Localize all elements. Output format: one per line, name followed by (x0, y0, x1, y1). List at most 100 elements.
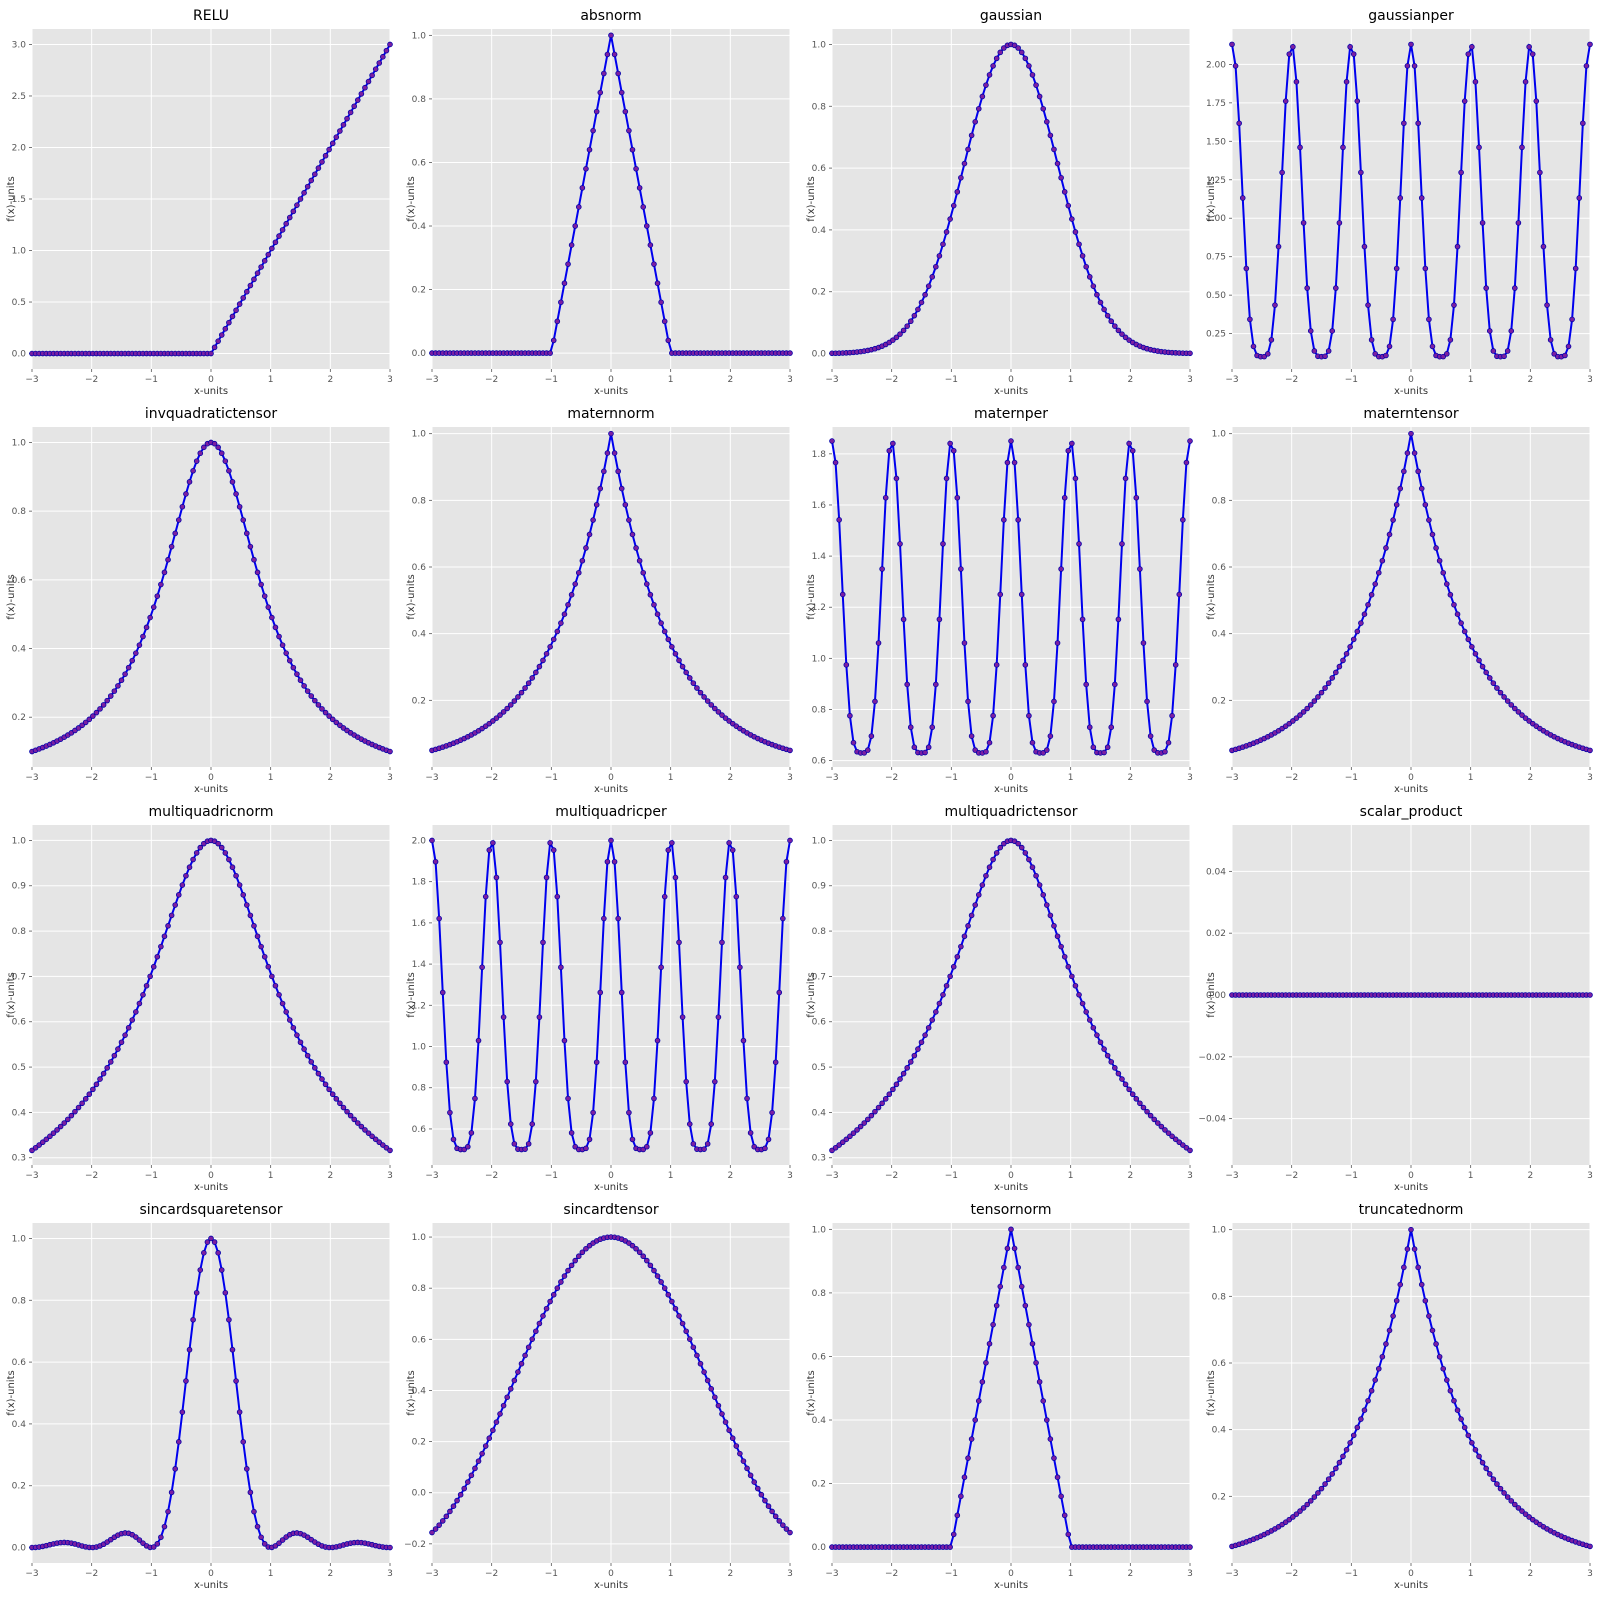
data-point (372, 1136, 379, 1143)
data-point (679, 663, 686, 670)
data-point (68, 1112, 75, 1119)
data-point (1051, 1455, 1057, 1461)
data-point (968, 1436, 975, 1442)
data-point (997, 591, 1004, 598)
data-point (1304, 1501, 1310, 1508)
data-point (640, 1253, 647, 1260)
data-point (1094, 291, 1100, 298)
data-point (922, 749, 928, 756)
x-axis-label: x-units (194, 784, 228, 795)
data-point (1044, 119, 1050, 125)
data-point (129, 657, 136, 664)
y-axis-label: f(x)-units (1206, 1370, 1217, 1415)
y-tick-label: 1.6 (812, 501, 827, 511)
data-point (762, 1497, 768, 1504)
data-point (590, 127, 596, 134)
x-tick-label: 3 (787, 773, 793, 783)
y-axis-label: f(x)-units (6, 972, 17, 1017)
data-point (1250, 343, 1257, 350)
x-tick-label: 1 (1068, 375, 1074, 385)
data-point (1176, 591, 1183, 598)
y-axis-label: f(x)-units (6, 574, 17, 619)
data-point (672, 1305, 679, 1312)
data-point (701, 694, 707, 700)
data-point (179, 882, 186, 888)
data-point (572, 1143, 578, 1150)
data-point (1151, 1116, 1157, 1123)
data-point (301, 190, 307, 196)
data-point (997, 1283, 1004, 1290)
data-point (197, 450, 204, 457)
data-point (565, 1095, 571, 1102)
data-point (1036, 882, 1043, 888)
data-point (832, 459, 839, 466)
data-point (233, 1378, 239, 1384)
data-point (1044, 1417, 1050, 1423)
data-point (197, 844, 204, 851)
data-point (461, 1146, 468, 1153)
data-point (1422, 265, 1429, 272)
x-tick-label: 1 (1068, 1171, 1074, 1181)
x-tick-label: 3 (387, 1569, 393, 1579)
data-point (218, 332, 225, 338)
data-point (676, 939, 682, 946)
data-point (618, 89, 625, 96)
data-point (904, 681, 910, 688)
data-point (729, 847, 736, 853)
data-point (868, 733, 875, 739)
data-point (1090, 1024, 1097, 1031)
data-point (1133, 494, 1140, 501)
data-point (1343, 650, 1350, 657)
data-point (1472, 79, 1479, 85)
x-tick-label: 2 (1127, 375, 1133, 385)
data-point (362, 84, 368, 91)
x-tick-label: 1 (268, 773, 274, 783)
data-point (1544, 302, 1550, 308)
data-point (561, 1037, 568, 1044)
data-point (676, 657, 682, 664)
data-point (475, 1458, 482, 1464)
x-tick-label: −2 (885, 1171, 898, 1181)
chart-title: sincardtensor (563, 1202, 659, 1218)
data-point (1368, 337, 1375, 343)
subplot-maternnorm: −3 −2 −1 0 1 2 3 0.2 0.4 0.6 0.8 1.0 maternnorm x-uni… (406, 406, 793, 795)
data-point (276, 233, 282, 239)
data-point (493, 715, 500, 721)
data-point (983, 1360, 989, 1366)
x-tick-label: 1 (1468, 773, 1474, 783)
data-point (1286, 1516, 1293, 1523)
data-point (672, 650, 679, 657)
data-point (75, 1104, 82, 1111)
data-point (168, 912, 175, 919)
x-tick-label: 0 (1008, 1569, 1014, 1579)
data-point (550, 847, 557, 853)
data-point (372, 66, 379, 72)
y-tick-label: 0.6 (1212, 563, 1227, 573)
data-point (90, 1086, 96, 1093)
data-point (780, 915, 786, 922)
x-tick-label: −3 (1225, 375, 1238, 385)
data-point (111, 688, 118, 694)
data-point (1379, 557, 1386, 564)
x-tick-label: 3 (787, 1569, 793, 1579)
x-tick-label: 2 (1527, 1569, 1533, 1579)
data-point (215, 1250, 221, 1256)
x-tick-label: 0 (1408, 773, 1414, 783)
data-point (1051, 923, 1057, 929)
y-tick-label: 1.50 (1206, 137, 1226, 147)
x-tick-label: −1 (1345, 375, 1358, 385)
data-point (47, 1133, 53, 1140)
data-point (615, 468, 621, 475)
data-point (1297, 144, 1303, 151)
data-point (1347, 643, 1353, 650)
data-point (1072, 229, 1079, 235)
data-point (1426, 517, 1432, 523)
data-point (1522, 715, 1529, 721)
data-point (100, 1070, 107, 1077)
data-point (583, 1245, 589, 1252)
data-point (294, 671, 300, 677)
data-point (922, 1032, 928, 1038)
y-tick-label: 0.5 (12, 298, 26, 308)
data-point (1061, 953, 1068, 960)
y-tick-label: 0.7 (812, 972, 826, 982)
